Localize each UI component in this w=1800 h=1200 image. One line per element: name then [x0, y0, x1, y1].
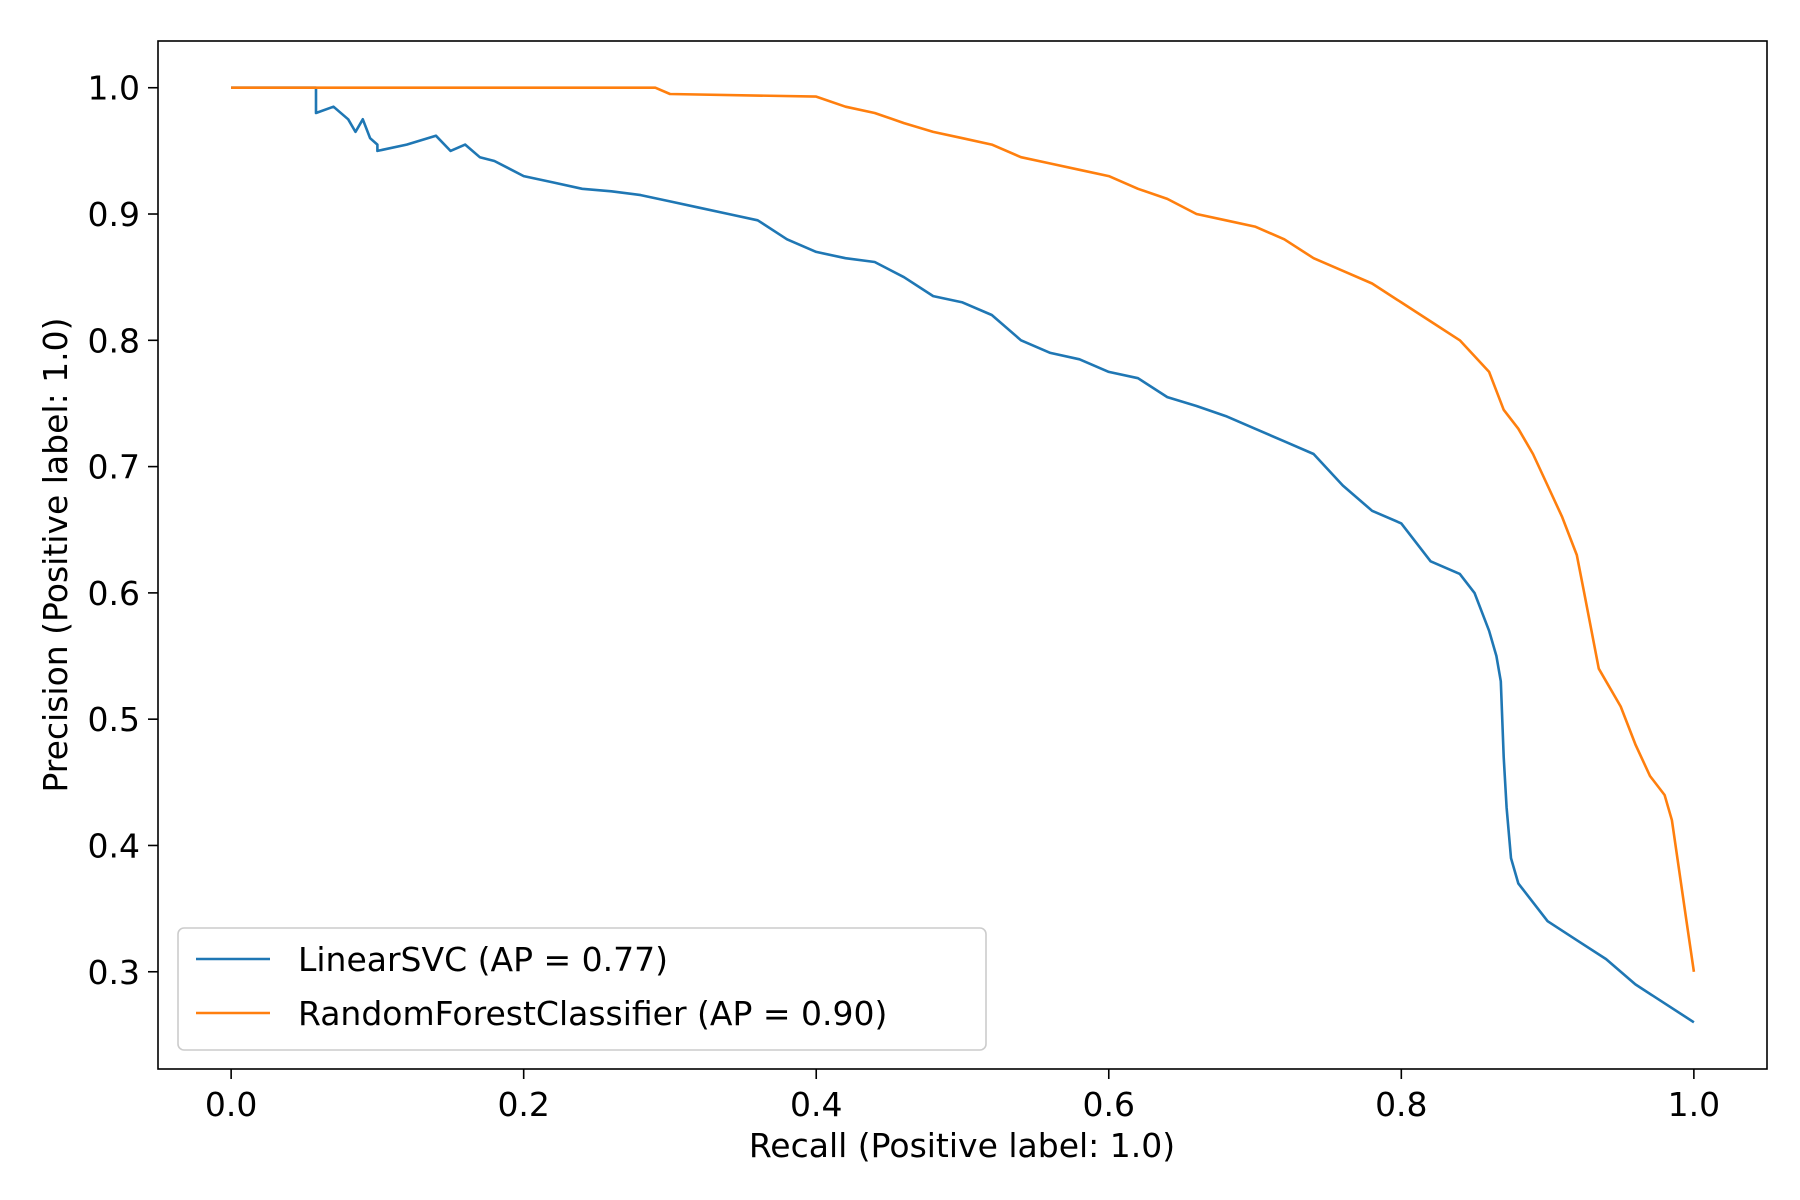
y-tick-label: 0.7 [88, 448, 140, 487]
x-axis-title: Recall (Positive label: 1.0) [749, 1126, 1175, 1165]
series-line-1 [231, 86, 1696, 972]
x-tick-label: 0.6 [1083, 1085, 1135, 1124]
y-tick-label: 1.0 [88, 69, 140, 108]
x-axis-ticks: 0.0 0.2 0.4 0.6 0.8 1.0 [205, 1069, 1720, 1124]
x-tick-label: 0.2 [497, 1085, 549, 1124]
series-line-0 [231, 86, 1695, 1024]
y-tick-label: 0.6 [88, 574, 140, 613]
x-tick-label: 0.0 [205, 1085, 257, 1124]
y-tick-label: 0.5 [88, 700, 140, 739]
plot-lines [231, 86, 1696, 1024]
x-tick-label: 0.8 [1375, 1085, 1427, 1124]
legend-box [177, 927, 987, 1051]
y-tick-label: 0.4 [88, 826, 140, 865]
x-tick-label: 1.0 [1668, 1085, 1720, 1124]
legend-label-linearsvc: LinearSVC (AP = 0.77) [298, 940, 668, 979]
x-tick-label: 0.4 [790, 1085, 842, 1124]
y-tick-label: 0.3 [88, 953, 140, 992]
y-axis-ticks: 0.3 0.4 0.5 0.6 0.7 0.8 0.9 1.0 [88, 69, 158, 992]
y-tick-label: 0.8 [88, 321, 140, 360]
legend-label-randomforest: RandomForestClassifier (AP = 0.90) [298, 994, 887, 1033]
legend: LinearSVC (AP = 0.77) RandomForestClassi… [177, 927, 987, 1051]
plot-frame [157, 40, 1768, 1070]
y-axis-title: Precision (Positive label: 1.0) [36, 317, 75, 792]
y-tick-label: 0.9 [88, 195, 140, 234]
